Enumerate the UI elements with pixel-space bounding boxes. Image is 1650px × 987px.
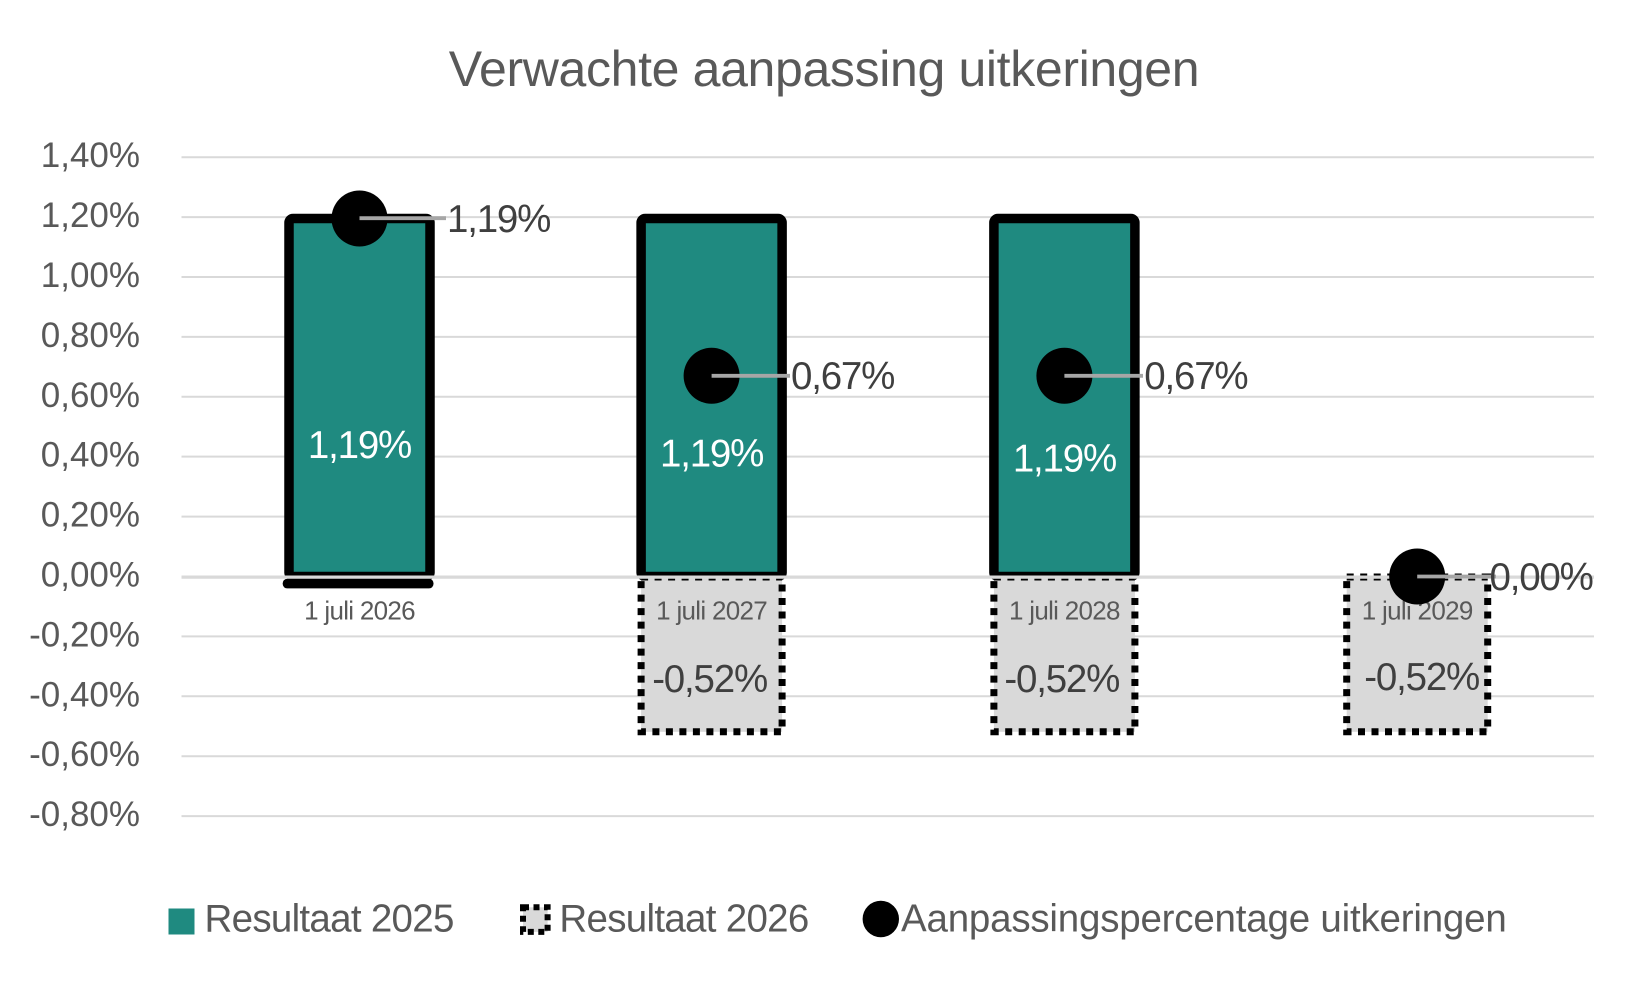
svg-text:0,67%: 0,67% bbox=[1144, 355, 1247, 398]
svg-text:-0,80%: -0,80% bbox=[29, 795, 140, 834]
svg-text:-0,40%: -0,40% bbox=[29, 675, 140, 714]
svg-text:0,80%: 0,80% bbox=[41, 316, 140, 355]
svg-text:1,40%: 1,40% bbox=[41, 136, 140, 175]
svg-text:Aanpassingspercentage uitkerin: Aanpassingspercentage uitkeringen bbox=[901, 898, 1507, 941]
svg-text:-0,52%: -0,52% bbox=[652, 658, 767, 701]
svg-text:1,20%: 1,20% bbox=[41, 196, 140, 235]
svg-text:Verwachte aanpassing uitkering: Verwachte aanpassing uitkeringen bbox=[449, 41, 1199, 97]
svg-text:1 juli 2027: 1 juli 2027 bbox=[656, 596, 767, 626]
svg-text:-0,52%: -0,52% bbox=[1004, 658, 1119, 701]
svg-text:0,67%: 0,67% bbox=[791, 355, 894, 398]
svg-text:-0,20%: -0,20% bbox=[29, 615, 140, 654]
svg-text:-0,60%: -0,60% bbox=[29, 735, 140, 774]
svg-text:0,60%: 0,60% bbox=[41, 376, 140, 415]
svg-text:-0,52%: -0,52% bbox=[1364, 656, 1479, 699]
svg-text:1 juli 2028: 1 juli 2028 bbox=[1009, 596, 1120, 626]
svg-text:1,19%: 1,19% bbox=[660, 432, 763, 475]
svg-text:0,00%: 0,00% bbox=[1490, 556, 1593, 599]
svg-text:0,00%: 0,00% bbox=[41, 556, 140, 595]
svg-text:1,19%: 1,19% bbox=[308, 424, 411, 467]
svg-text:1,19%: 1,19% bbox=[447, 198, 550, 241]
svg-text:Resultaat 2026: Resultaat 2026 bbox=[559, 898, 808, 941]
svg-text:0,40%: 0,40% bbox=[41, 436, 140, 475]
svg-text:1,19%: 1,19% bbox=[1013, 437, 1116, 480]
svg-text:1,00%: 1,00% bbox=[41, 256, 140, 295]
svg-text:0,20%: 0,20% bbox=[41, 496, 140, 535]
svg-text:1 juli 2026: 1 juli 2026 bbox=[304, 596, 415, 626]
svg-text:Resultaat 2025: Resultaat 2025 bbox=[205, 898, 454, 941]
